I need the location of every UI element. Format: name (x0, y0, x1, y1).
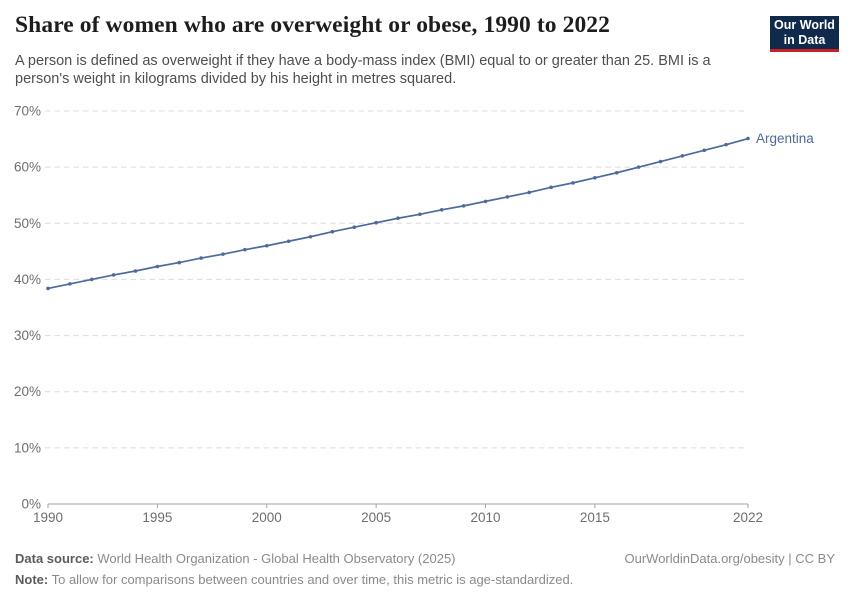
data-point-marker (111, 273, 116, 277)
y-tick-label: 20% (14, 384, 41, 399)
data-point-marker (68, 282, 72, 286)
data-point-marker (702, 148, 707, 153)
x-tick-label: 2022 (733, 510, 763, 525)
line-chart-canvas: 0% 10% 20% 30% 40% 50% 60% 70% 1990 1995 2000 2005 2… (14, 104, 814, 526)
x-tick-label: 2000 (252, 510, 282, 525)
data-point-marker (46, 286, 50, 291)
data-point-marker (724, 142, 728, 147)
data-point-marker (549, 185, 553, 190)
x-tick-label: 1995 (142, 510, 172, 525)
x-tick-label: 2015 (580, 510, 610, 525)
y-tick-label: 50% (14, 216, 41, 231)
data-point-marker (308, 234, 313, 239)
owid-logo-line-2: in Data (783, 32, 826, 47)
x-tick-label: 1990 (33, 510, 63, 525)
data-point-marker (264, 243, 269, 248)
data-point-marker (658, 159, 663, 164)
data-point-marker (483, 199, 488, 204)
y-tick-label: 70% (14, 104, 41, 119)
data-source-label: Data source: (15, 551, 94, 566)
data-source-text: World Health Organization - Global Healt… (93, 551, 456, 566)
data-point-marker (330, 229, 335, 234)
chart-footer: Data source: World Health Organization -… (0, 551, 850, 587)
data-point-marker (746, 136, 750, 141)
data-point-marker (418, 212, 422, 217)
data-point-marker (155, 264, 160, 269)
y-tick-label: 30% (14, 328, 41, 343)
data-point-marker (636, 165, 641, 169)
data-point-marker (527, 190, 532, 195)
data-point-marker (286, 239, 291, 244)
series-line (47, 137, 749, 290)
data-point-marker (461, 204, 466, 208)
chart-title: Share of women who are overweight or obe… (15, 12, 610, 38)
data-point-marker (177, 260, 182, 265)
data-source-line: Data source: World Health Organization -… (15, 551, 456, 566)
chart-subtitle: A person is defined as overweight if the… (15, 52, 760, 88)
data-point-marker (243, 247, 247, 252)
x-tick-label: 2010 (470, 510, 500, 525)
series-end-label: Argentina (756, 131, 814, 146)
data-point-marker (505, 195, 510, 199)
data-point-marker (133, 269, 138, 273)
subtitle-line-2: person's weight in kilograms divided by … (15, 71, 457, 87)
owid-logo[interactable]: Our World in Data (770, 16, 839, 52)
y-tick-label: 10% (14, 440, 41, 455)
owid-logo-line-1: Our World (774, 18, 835, 32)
data-point-marker (221, 252, 225, 256)
y-tick-label: 40% (14, 272, 41, 287)
subtitle-line-1: A person is defined as overweight if the… (15, 53, 711, 69)
attribution-link[interactable]: OurWorldinData.org/obesity | CC BY (624, 551, 836, 566)
data-point-marker (439, 208, 444, 212)
data-point-marker (593, 176, 597, 180)
note-text: To allow for comparisons between countri… (48, 572, 574, 587)
data-point-marker (89, 277, 94, 282)
data-point-marker (396, 216, 400, 221)
data-point-marker (614, 170, 619, 175)
data-point-marker (374, 220, 378, 225)
y-tick-label: 0% (21, 497, 41, 512)
x-tick-label: 2005 (361, 510, 391, 525)
data-point-marker (352, 225, 357, 230)
data-point-marker (571, 181, 575, 185)
y-tick-label: 60% (14, 160, 41, 175)
data-point-marker (199, 256, 203, 260)
note-line: Note: To allow for comparisons between c… (15, 572, 835, 587)
note-label: Note: (15, 572, 49, 587)
data-point-marker (680, 154, 685, 158)
